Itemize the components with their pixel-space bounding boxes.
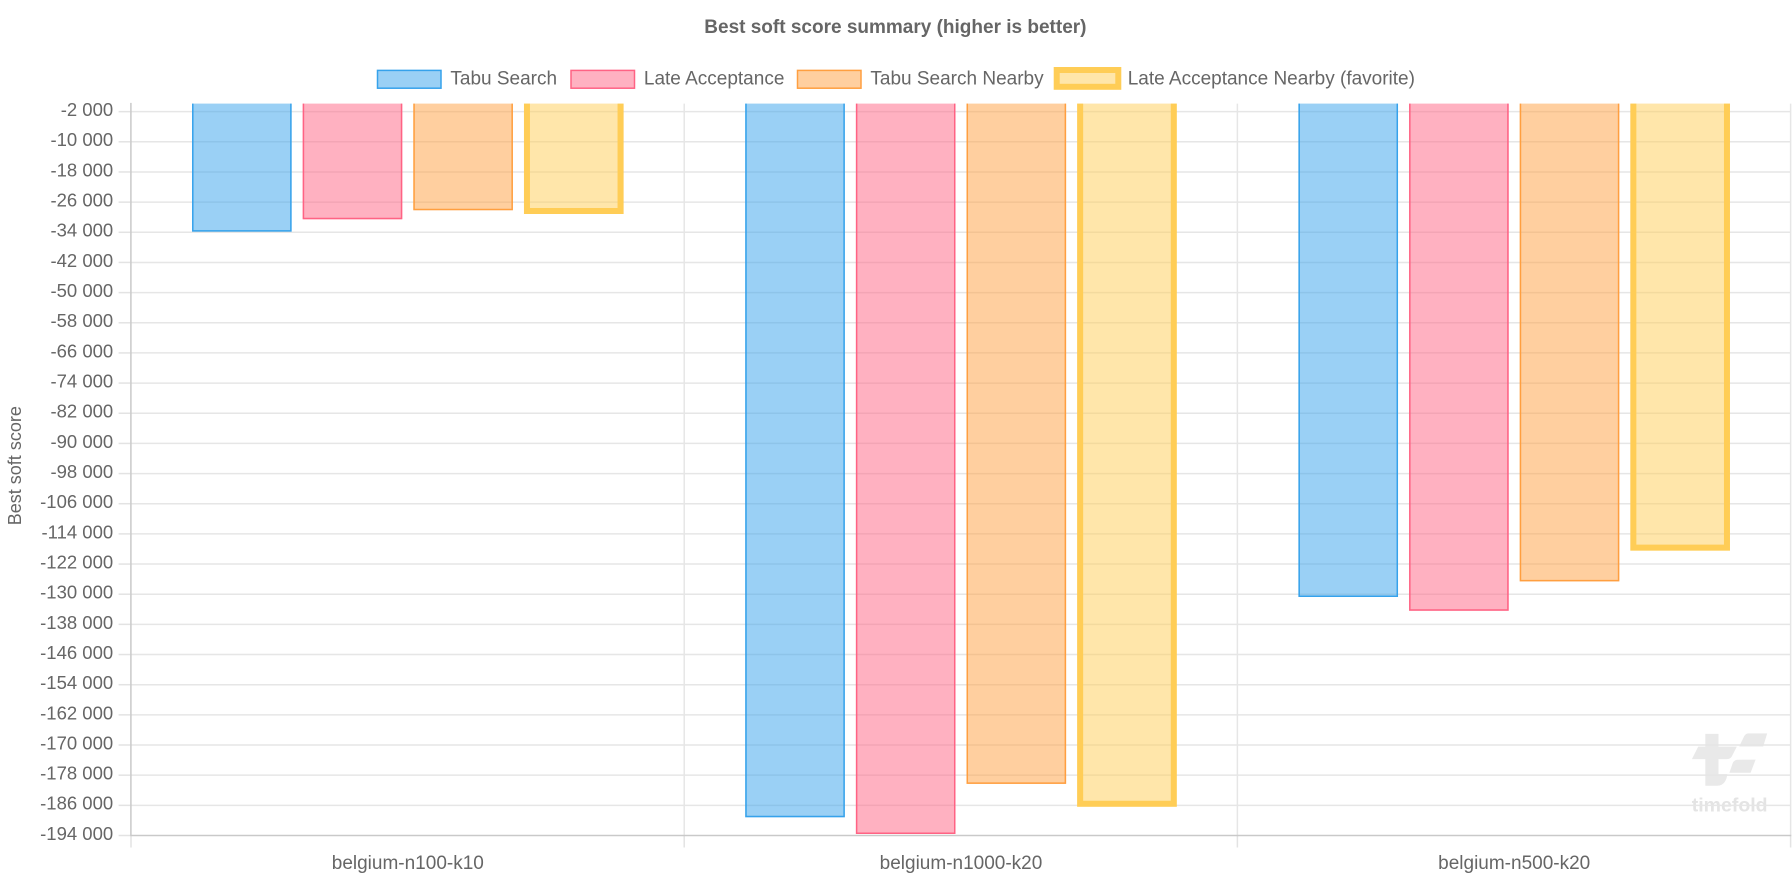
svg-text:-10 000: -10 000 — [50, 129, 113, 150]
svg-text:Best soft score: Best soft score — [5, 406, 25, 525]
svg-text:Tabu Search Nearby: Tabu Search Nearby — [870, 69, 1044, 90]
svg-text:-82 000: -82 000 — [50, 401, 113, 422]
svg-text:belgium-n100-k10: belgium-n100-k10 — [332, 853, 484, 874]
svg-text:-58 000: -58 000 — [50, 310, 113, 331]
svg-text:-18 000: -18 000 — [50, 159, 113, 180]
svg-text:-98 000: -98 000 — [50, 461, 113, 482]
svg-text:-146 000: -146 000 — [40, 642, 113, 663]
svg-text:-2 000: -2 000 — [61, 99, 113, 120]
svg-text:-114 000: -114 000 — [42, 521, 114, 542]
svg-text:-66 000: -66 000 — [50, 340, 113, 361]
svg-text:belgium-n1000-k20: belgium-n1000-k20 — [880, 853, 1043, 874]
svg-text:-162 000: -162 000 — [40, 702, 113, 723]
svg-text:-26 000: -26 000 — [50, 190, 113, 211]
svg-text:Late Acceptance: Late Acceptance — [644, 69, 785, 90]
svg-text:Best soft score summary (highe: Best soft score summary (higher is bette… — [704, 17, 1086, 38]
svg-text:-42 000: -42 000 — [50, 250, 113, 271]
svg-text:-106 000: -106 000 — [40, 491, 113, 512]
svg-text:-34 000: -34 000 — [50, 220, 113, 241]
svg-text:-194 000: -194 000 — [40, 823, 113, 844]
svg-text:-178 000: -178 000 — [40, 763, 113, 784]
svg-text:-154 000: -154 000 — [40, 672, 113, 693]
svg-text:-170 000: -170 000 — [40, 732, 113, 753]
svg-text:Late Acceptance Nearby (favori: Late Acceptance Nearby (favorite) — [1128, 69, 1415, 90]
svg-text:-138 000: -138 000 — [40, 612, 113, 633]
svg-text:belgium-n500-k20: belgium-n500-k20 — [1438, 853, 1590, 874]
svg-text:Tabu Search: Tabu Search — [450, 69, 557, 90]
svg-text:-50 000: -50 000 — [50, 280, 113, 301]
svg-text:-122 000: -122 000 — [40, 552, 113, 573]
svg-text:-74 000: -74 000 — [50, 371, 113, 392]
svg-text:-90 000: -90 000 — [50, 431, 113, 452]
svg-text:-130 000: -130 000 — [40, 582, 113, 603]
svg-text:-186 000: -186 000 — [40, 793, 113, 814]
